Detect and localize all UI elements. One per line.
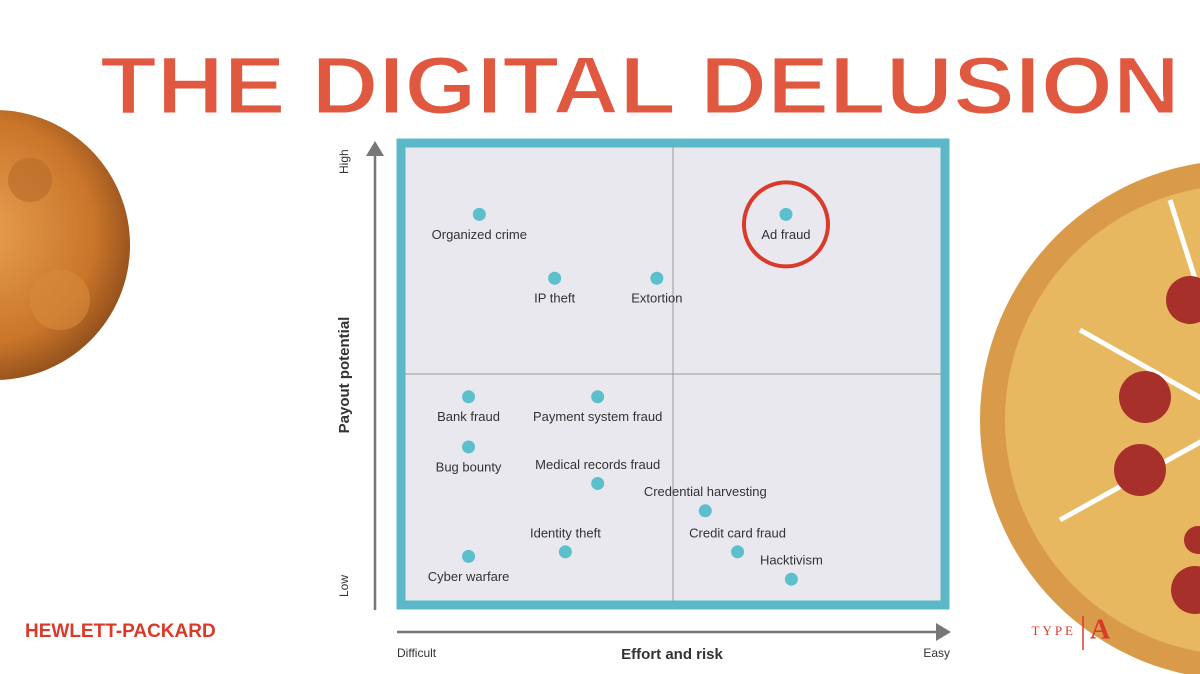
point-label: Hacktivism: [760, 553, 823, 568]
point-label: Credit card fraud: [689, 525, 786, 540]
point-label: Extortion: [631, 291, 682, 306]
highlight-ring: [741, 180, 830, 269]
point-label: IP theft: [534, 291, 575, 306]
point: [462, 390, 476, 404]
slide-title: THE DIGITAL DELUSION: [100, 41, 1180, 132]
point-label: Credential harvesting: [644, 484, 767, 499]
point-label: Ad fraud: [761, 227, 810, 242]
point: [472, 207, 486, 221]
brand-word: TYPE: [1032, 623, 1077, 638]
point-label: Medical records fraud: [535, 457, 660, 472]
y-end-label: Low: [337, 575, 351, 597]
point-label: Bank fraud: [437, 409, 500, 424]
y-end-label: High: [337, 149, 351, 174]
x-end-label: Easy: [923, 646, 950, 660]
brand-left: HEWLETT-PACKARD: [25, 621, 216, 642]
planet-image: [0, 110, 130, 380]
point: [731, 545, 745, 559]
point: [650, 271, 664, 285]
brand-right: TYPE A: [1032, 614, 1111, 650]
brand-letter: A: [1090, 614, 1111, 645]
y-axis-label: Payout potential: [336, 317, 353, 434]
point: [462, 440, 476, 454]
point-label: Bug bounty: [436, 459, 502, 474]
point: [548, 271, 562, 285]
point: [779, 207, 793, 221]
point-label: Organized crime: [432, 227, 527, 242]
point-label: Payment system fraud: [533, 409, 662, 424]
point-label: Cyber warfare: [428, 569, 510, 584]
point: [698, 504, 712, 518]
x-axis-label: Effort and risk: [621, 646, 723, 663]
chart: Organized crime Ad fraud IP theft Extortion…: [336, 138, 951, 663]
point: [591, 390, 605, 404]
plot-area: Organized crime Ad fraud IP theft Extortion…: [396, 138, 950, 610]
pizza-image: [980, 163, 1200, 674]
point: [591, 476, 605, 490]
point: [784, 572, 798, 586]
point: [558, 545, 572, 559]
x-end-label: Difficult: [397, 646, 437, 660]
x-arrow: [936, 623, 951, 641]
point-label: Identity theft: [530, 525, 601, 540]
point: [462, 549, 476, 563]
y-arrow: [366, 141, 384, 156]
